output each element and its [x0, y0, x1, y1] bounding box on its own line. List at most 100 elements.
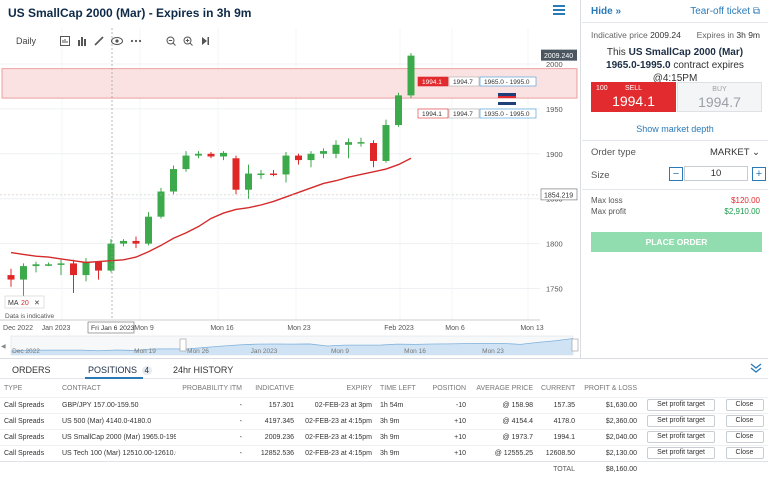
candle-body[interactable]: [232, 158, 240, 190]
show-market-depth-link[interactable]: Show market depth: [636, 124, 714, 134]
tab-24hr-history[interactable]: 24hr HISTORY: [173, 365, 234, 375]
cell-type: Call Spreads: [0, 428, 58, 445]
candle-body[interactable]: [332, 144, 340, 154]
indicative-label: Indicative price: [591, 30, 648, 40]
buy-button[interactable]: BUY 1994.7: [677, 82, 762, 112]
chart-type-icon[interactable]: [60, 35, 71, 47]
candle-body[interactable]: [270, 173, 277, 176]
candle-body[interactable]: [82, 261, 90, 276]
cell-position: +10: [428, 444, 470, 461]
candle-body[interactable]: [220, 152, 227, 157]
candle-body[interactable]: [370, 143, 377, 161]
cell-contract: US SmallCap 2000 (Mar) 1965.0-1995.0: [58, 428, 176, 445]
candle-body[interactable]: [45, 264, 52, 266]
close-position-button[interactable]: Close: [725, 415, 764, 427]
candle-body[interactable]: [245, 173, 252, 190]
navigator-label: Dec 2022: [12, 348, 40, 355]
candle-body[interactable]: [345, 142, 352, 145]
close-position-button[interactable]: Close: [725, 447, 764, 459]
tearoff-ticket-link[interactable]: Tear-off ticket ⧉: [690, 6, 760, 17]
candle-body[interactable]: [7, 275, 15, 280]
scroll-to-end-icon[interactable]: [200, 35, 210, 47]
zoom-out-icon[interactable]: [166, 35, 176, 47]
candle-body[interactable]: [320, 151, 327, 154]
candle-body[interactable]: [20, 266, 27, 280]
order-type-select[interactable]: MARKET ⌄: [709, 147, 760, 158]
candle-body[interactable]: [107, 243, 115, 271]
candle-body[interactable]: [257, 173, 265, 176]
chart-title: US SmallCap 2000 (Mar) - Expires in 3h 9…: [8, 6, 252, 20]
sell-price: 1994.1: [612, 93, 655, 109]
size-input[interactable]: [684, 166, 748, 181]
cell-average-price: @ 12555.25: [470, 444, 537, 461]
order-box-sell-value: 1994.1: [422, 79, 442, 86]
navigator-handle-right[interactable]: [571, 338, 579, 352]
y-tick-label: 1900: [546, 150, 563, 159]
set-profit-target-button[interactable]: Set profit target: [647, 447, 715, 459]
buy-price: 1994.7: [698, 94, 741, 110]
candle-body[interactable]: [307, 153, 315, 161]
cell-probability: -: [176, 412, 246, 429]
close-position-button[interactable]: Close: [725, 399, 764, 411]
close-position-button[interactable]: Close: [725, 431, 764, 443]
candle-body[interactable]: [282, 155, 290, 175]
x-tick-label: Dec 2022: [3, 325, 33, 332]
candle-body[interactable]: [70, 263, 77, 276]
indicators-icon[interactable]: [77, 35, 87, 47]
deal-ticket: Hide » Tear-off ticket ⧉ Indicative pric…: [582, 0, 768, 358]
candle-body[interactable]: [95, 261, 102, 271]
cell-position: +10: [428, 428, 470, 445]
candle-body[interactable]: [132, 240, 140, 244]
candle-body[interactable]: [57, 263, 65, 265]
order-box-sell-value: 1994.1: [422, 111, 442, 118]
set-profit-target-button[interactable]: Set profit target: [647, 399, 715, 411]
candle-body[interactable]: [407, 55, 415, 96]
draw-pencil-icon[interactable]: [94, 35, 104, 47]
chart-canvas[interactable]: 1750180018501900195020002009.2401854.219…: [0, 0, 581, 358]
cursor-price-value: 1854.219: [544, 192, 573, 199]
current-price-tag: [541, 49, 577, 61]
order-marker-flag: [498, 93, 516, 96]
candle-body[interactable]: [195, 153, 202, 156]
positions-table: TYPE CONTRACT PROBABILITY ITM INDICATIVE…: [0, 381, 768, 477]
place-order-button[interactable]: PLACE ORDER: [591, 232, 762, 252]
candle-body[interactable]: [357, 142, 365, 144]
col-current: CURRENT: [541, 385, 576, 393]
hide-ticket-link[interactable]: Hide »: [591, 6, 622, 17]
cell-expiry: 02-FEB-23 at 4:15pm: [298, 444, 376, 461]
candle-body[interactable]: [295, 155, 302, 161]
candle-body[interactable]: [170, 169, 177, 192]
candle-body[interactable]: [395, 95, 402, 126]
cell-average-price: @ 158.98: [470, 396, 537, 413]
max-profit-value: $2,910.00: [724, 207, 760, 216]
col-indicative: INDICATIVE: [255, 385, 294, 393]
size-label: Size: [591, 170, 610, 181]
candle-body[interactable]: [182, 155, 190, 170]
zoom-in-icon[interactable]: [183, 35, 193, 47]
candle-body[interactable]: [207, 153, 215, 157]
sell-button[interactable]: 100 SELL 1994.1: [591, 82, 676, 112]
tab-orders[interactable]: ORDERS: [12, 365, 51, 375]
cell-contract: US 500 (Mar) 4140.0-4180.0: [58, 412, 176, 429]
navigator-handle-left[interactable]: [179, 338, 187, 352]
size-increment-button[interactable]: +: [752, 167, 766, 181]
expires-value: 3h 9m: [736, 30, 760, 40]
set-profit-target-button[interactable]: Set profit target: [647, 431, 715, 443]
set-profit-target-button[interactable]: Set profit target: [647, 415, 715, 427]
candle-body[interactable]: [382, 125, 390, 161]
more-icon[interactable]: [130, 35, 142, 47]
ma-legend[interactable]: [4, 295, 45, 309]
size-decrement-button[interactable]: −: [669, 167, 683, 181]
menu-icon[interactable]: [553, 5, 565, 17]
candle-body[interactable]: [120, 240, 127, 244]
eye-icon[interactable]: [111, 35, 124, 47]
period-selector[interactable]: Daily: [16, 36, 37, 46]
candle-body[interactable]: [32, 264, 40, 267]
candle-body[interactable]: [145, 216, 152, 244]
tab-positions[interactable]: POSITIONS 4: [88, 365, 152, 375]
collapse-panel-icon[interactable]: [750, 363, 762, 376]
navigator-scroll-left-icon: ◀: [1, 344, 6, 350]
candle-body[interactable]: [157, 191, 165, 217]
cell-indicative: 4197.345: [246, 412, 298, 429]
order-box-buy: [448, 108, 480, 119]
